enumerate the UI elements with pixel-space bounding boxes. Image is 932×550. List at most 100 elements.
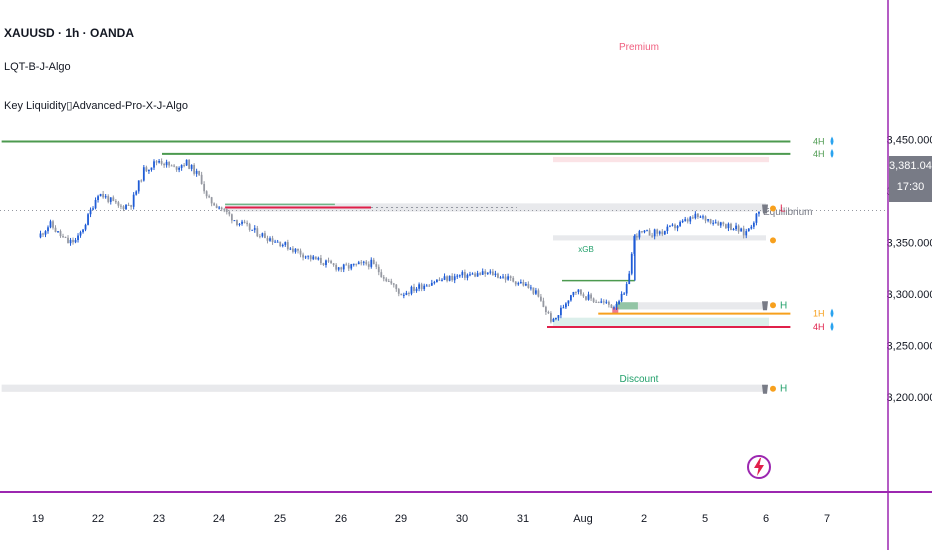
candle-body xyxy=(256,228,259,237)
y-tick-label: 3,250.000 xyxy=(887,341,932,353)
x-tick-label[interactable]: 29 xyxy=(395,513,407,525)
candle-body xyxy=(99,193,102,197)
flame-icon xyxy=(770,205,776,212)
lightning-logo-icon[interactable] xyxy=(746,447,772,483)
candle-body xyxy=(610,304,613,308)
candle-body xyxy=(595,301,598,303)
candle-body xyxy=(59,231,62,237)
candle-body xyxy=(367,264,370,267)
candle-body xyxy=(587,294,590,300)
candle-body xyxy=(542,300,545,307)
candle-body xyxy=(689,217,692,222)
candle-body xyxy=(183,165,186,167)
candle-body xyxy=(727,223,730,229)
candle-body xyxy=(148,169,150,172)
x-tick-label[interactable]: 19 xyxy=(32,513,44,525)
candle-body xyxy=(658,231,661,234)
candle-body xyxy=(509,276,512,278)
x-tick-label[interactable]: Aug xyxy=(573,513,593,525)
candle-body xyxy=(722,222,725,225)
candle-body xyxy=(653,229,656,237)
candle-body xyxy=(178,167,181,170)
candle-body xyxy=(504,276,507,280)
candle-body xyxy=(430,282,433,286)
x-tick-label[interactable]: 6 xyxy=(763,513,769,525)
x-tick-label[interactable]: 22 xyxy=(92,513,104,525)
candle-body xyxy=(155,161,158,163)
candle-body xyxy=(198,170,201,175)
candle-body xyxy=(512,277,515,282)
candle-body xyxy=(362,261,365,263)
candle-body xyxy=(580,289,582,295)
candle-body xyxy=(47,227,49,232)
x-tick-label[interactable]: 31 xyxy=(517,513,529,525)
x-tick-label[interactable]: 23 xyxy=(153,513,165,525)
x-tick-label[interactable]: 26 xyxy=(335,513,347,525)
candle-body xyxy=(448,275,451,281)
candle-body xyxy=(747,228,750,232)
last-price-badge: 3,381.045 17:30 xyxy=(889,156,932,202)
candle-body xyxy=(517,283,520,285)
candle-body xyxy=(420,284,423,290)
candle-body xyxy=(72,239,74,243)
candle-body xyxy=(537,290,540,297)
candle-body xyxy=(269,238,271,241)
candle-body xyxy=(246,222,249,225)
x-tick-label[interactable]: 7 xyxy=(824,513,830,525)
candle-body xyxy=(228,211,231,215)
y-tick-label: 3,450.000 xyxy=(887,135,932,147)
x-tick-label[interactable]: 2 xyxy=(641,513,647,525)
x-tick-label[interactable]: 30 xyxy=(456,513,468,525)
candle-body xyxy=(625,284,628,294)
candle-body xyxy=(684,219,687,221)
candle-body xyxy=(205,191,208,197)
candle-body xyxy=(433,282,436,284)
flame-icon xyxy=(770,385,776,392)
candle-body xyxy=(575,291,577,293)
level-tag-4h: 4H xyxy=(813,149,825,159)
candle-body xyxy=(385,278,388,282)
candle-body xyxy=(758,211,760,214)
candle-body xyxy=(261,233,264,237)
candle-body xyxy=(704,216,707,221)
candle-body xyxy=(474,273,476,277)
x-tick-label[interactable]: 25 xyxy=(274,513,286,525)
x-tick-label[interactable]: 5 xyxy=(702,513,708,525)
candle-body xyxy=(193,164,196,174)
symbol-title[interactable]: XAUUSD · 1h · OANDA xyxy=(4,26,135,40)
candle-body xyxy=(702,216,704,218)
candle-body xyxy=(679,222,681,226)
x-tick-label[interactable]: 24 xyxy=(213,513,225,525)
candle-body xyxy=(709,219,712,224)
candle-body xyxy=(489,271,492,273)
candle-body xyxy=(557,315,560,318)
indicator-legend-key-liquidity[interactable]: Key Liquidity▯Advanced-Pro-X-J-Algo xyxy=(4,100,188,112)
candle-body xyxy=(669,225,671,227)
indicator-legend-lqt[interactable]: LQT-B-J-Algo xyxy=(4,61,71,73)
candle-body xyxy=(742,228,745,236)
candle-body xyxy=(565,303,567,308)
candle-body xyxy=(425,285,428,287)
candle-body xyxy=(314,256,317,260)
candle-body xyxy=(423,285,426,290)
candle-body xyxy=(648,230,651,236)
candle-body xyxy=(165,161,168,166)
supply-zone xyxy=(225,203,767,212)
candle-body xyxy=(428,285,431,287)
candle-body xyxy=(82,229,84,233)
candle-body xyxy=(585,296,587,300)
candle-body xyxy=(173,165,176,167)
swing-mark-h: H xyxy=(780,300,787,311)
candle-body xyxy=(597,301,600,303)
candle-body xyxy=(694,213,697,219)
candle-body xyxy=(271,238,274,243)
equilibrium-zone xyxy=(553,235,766,241)
candle-body xyxy=(125,204,127,210)
candle-body xyxy=(337,267,340,270)
candle-body xyxy=(251,229,254,231)
candle-body xyxy=(132,194,135,207)
candle-body xyxy=(507,276,510,280)
candle-body xyxy=(127,204,130,206)
